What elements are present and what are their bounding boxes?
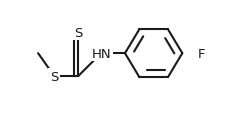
Text: HN: HN	[91, 47, 111, 60]
Text: S: S	[50, 70, 58, 83]
Text: F: F	[198, 47, 205, 60]
Text: S: S	[74, 26, 82, 39]
